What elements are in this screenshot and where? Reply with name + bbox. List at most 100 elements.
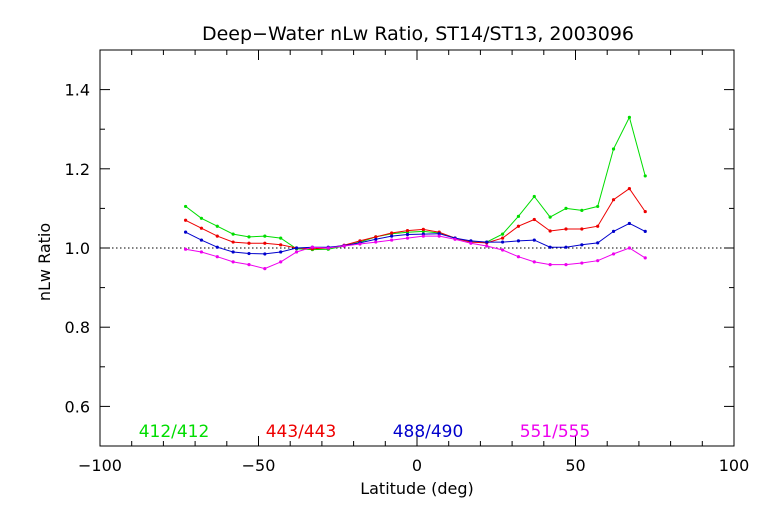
series-point (390, 231, 394, 235)
legend-label-2: 443/443 (266, 422, 337, 442)
series-point (516, 224, 521, 228)
series-layer (183, 115, 647, 271)
y-tick-label: 0.8 (65, 318, 90, 337)
series-point (564, 206, 568, 210)
series-line-1 (185, 115, 646, 251)
series-point (215, 245, 219, 249)
series-point (374, 235, 378, 239)
series-point (437, 232, 441, 236)
series-point (421, 227, 425, 231)
series-point (643, 174, 647, 178)
x-axis-label: Latitude (deg) (360, 479, 474, 498)
series-point (500, 248, 505, 252)
series-point (199, 216, 204, 220)
axis-ticks: −100 −50 0 50 100 0.6 0.8 1.0 1.2 1.4 (65, 50, 750, 475)
series-point (548, 215, 552, 219)
series-point (500, 240, 505, 244)
series-point (627, 246, 631, 250)
series-point (390, 234, 394, 238)
series-point (564, 245, 568, 249)
series-point (390, 238, 394, 242)
series-point (183, 247, 188, 251)
series-point (596, 241, 600, 245)
series-point (532, 260, 536, 264)
series-point (358, 242, 362, 246)
series-point (215, 234, 219, 238)
series-point (564, 263, 568, 267)
series-point (643, 256, 647, 260)
series-point (183, 218, 188, 222)
series-point (215, 224, 219, 228)
series-point (532, 194, 536, 199)
series-point (231, 232, 235, 236)
chart-title: Deep−Water nLw Ratio, ST14/ST13, 2003096 (202, 23, 634, 45)
series-point (548, 245, 552, 249)
y-tick-label: 1.2 (65, 160, 90, 179)
series-point (405, 236, 410, 240)
series-point (516, 239, 521, 243)
series-point (279, 243, 283, 247)
series-point (627, 187, 631, 191)
series-point (342, 244, 346, 248)
series-point (627, 115, 631, 119)
series-point (453, 237, 457, 241)
series-point (516, 214, 521, 218)
y-axis-label: nLw Ratio (35, 223, 54, 301)
series-point (611, 229, 616, 233)
series-point (627, 221, 631, 226)
series-point (580, 243, 584, 247)
y-tick-label: 1.4 (65, 81, 90, 100)
series-point (199, 250, 204, 254)
y-tick-label: 1.0 (65, 239, 90, 258)
series-point (611, 147, 616, 151)
series-point (532, 217, 536, 222)
series-point (231, 250, 235, 254)
y-tick-label: 0.6 (65, 397, 90, 416)
series-point (199, 226, 204, 230)
series-point (485, 240, 489, 244)
series-point (596, 204, 600, 209)
series-point (643, 229, 647, 233)
legend-label-4: 551/555 (520, 422, 591, 442)
series-point (548, 229, 552, 233)
series-line-2 (185, 187, 646, 250)
series-point (247, 235, 251, 239)
series-point (500, 232, 505, 236)
series-point (374, 240, 378, 244)
series-point (247, 241, 251, 245)
series-point (279, 250, 283, 254)
series-point (279, 236, 283, 240)
series-point (279, 260, 283, 264)
series-point (485, 244, 489, 248)
series-point (580, 208, 584, 212)
series-point (183, 204, 188, 209)
series-point (263, 241, 267, 245)
x-tick-label: 100 (719, 456, 750, 475)
series-point (263, 252, 267, 256)
series-line-3 (185, 222, 646, 255)
series-point (231, 260, 235, 264)
series-point (611, 198, 616, 202)
series-point (405, 228, 410, 233)
legend: 412/412 443/443 488/490 551/555 (139, 422, 591, 442)
x-tick-label: −50 (242, 456, 276, 475)
series-point (215, 255, 219, 259)
series-point (516, 255, 521, 259)
legend-label-3: 488/490 (393, 422, 464, 442)
series-point (580, 227, 584, 231)
legend-label-1: 412/412 (139, 422, 210, 442)
x-tick-label: 0 (412, 456, 422, 475)
series-point (548, 263, 552, 267)
series-point (421, 234, 425, 238)
series-point (294, 246, 299, 250)
series-point (596, 224, 600, 228)
series-point (596, 259, 600, 263)
series-point (580, 261, 584, 265)
x-tick-label: −100 (78, 456, 122, 475)
series-point (263, 234, 267, 238)
series-point (294, 250, 299, 254)
series-point (263, 266, 267, 271)
series-point (405, 232, 410, 237)
series-point (310, 245, 314, 249)
